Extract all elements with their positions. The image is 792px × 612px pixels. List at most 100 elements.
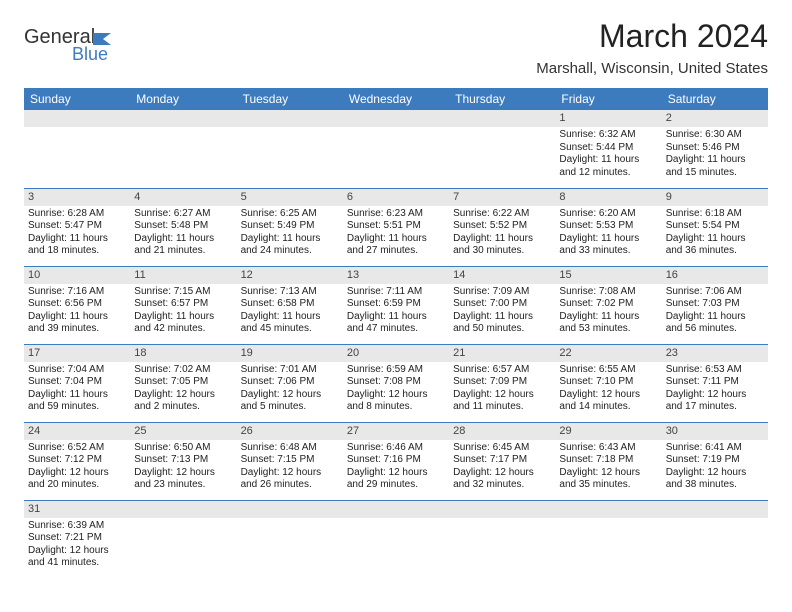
day-content: Sunrise: 6:52 AMSunset: 7:12 PMDaylight:…: [24, 440, 130, 496]
sunrise-text: Sunrise: 6:25 AM: [241, 208, 339, 221]
calendar-day-cell: 21Sunrise: 6:57 AMSunset: 7:09 PMDayligh…: [449, 344, 555, 422]
daylight-text: Daylight: 12 hours and 20 minutes.: [28, 467, 126, 492]
calendar-day-cell: [449, 500, 555, 578]
sunset-text: Sunset: 5:51 PM: [347, 220, 445, 233]
daylight-text: Daylight: 12 hours and 2 minutes.: [134, 389, 232, 414]
sunset-text: Sunset: 7:03 PM: [666, 298, 764, 311]
sunset-text: Sunset: 7:15 PM: [241, 454, 339, 467]
brand-logo: General Blue: [24, 26, 115, 74]
sunrise-text: Sunrise: 6:18 AM: [666, 208, 764, 221]
calendar-day-cell: 11Sunrise: 7:15 AMSunset: 6:57 PMDayligh…: [130, 266, 236, 344]
sunset-text: Sunset: 5:47 PM: [28, 220, 126, 233]
calendar-day-cell: [24, 110, 130, 188]
sunset-text: Sunset: 7:08 PM: [347, 376, 445, 389]
day-number: 13: [343, 267, 449, 284]
sunset-text: Sunset: 7:10 PM: [559, 376, 657, 389]
day-number: 18: [130, 345, 236, 362]
calendar-table: SundayMondayTuesdayWednesdayThursdayFrid…: [24, 88, 768, 578]
day-number: [449, 110, 555, 127]
sunset-text: Sunset: 7:11 PM: [666, 376, 764, 389]
day-content: Sunrise: 6:48 AMSunset: 7:15 PMDaylight:…: [237, 440, 343, 496]
sunrise-text: Sunrise: 6:57 AM: [453, 364, 551, 377]
weekday-header: Monday: [130, 88, 236, 110]
day-number: 31: [24, 501, 130, 518]
calendar-day-cell: 2Sunrise: 6:30 AMSunset: 5:46 PMDaylight…: [662, 110, 768, 188]
calendar-day-cell: 13 Sunrise: 7:11 AMSunset: 6:59 PMDayligh…: [343, 266, 449, 344]
sunset-text: Sunset: 7:17 PM: [453, 454, 551, 467]
calendar-day-cell: 28Sunrise: 6:45 AMSunset: 7:17 PMDayligh…: [449, 422, 555, 500]
calendar-week-row: 24Sunrise: 6:52 AMSunset: 7:12 PMDayligh…: [24, 422, 768, 500]
daylight-text: Daylight: 11 hours and 33 minutes.: [559, 233, 657, 258]
header: General Blue March 2024 Marshall, Wiscon…: [24, 18, 768, 82]
day-number: 17: [24, 345, 130, 362]
sunset-text: Sunset: 5:54 PM: [666, 220, 764, 233]
day-content: Sunrise: 6:25 AMSunset: 5:49 PMDaylight:…: [237, 206, 343, 262]
calendar-day-cell: 12Sunrise: 7:13 AMSunset: 6:58 PMDayligh…: [237, 266, 343, 344]
day-number: 14: [449, 267, 555, 284]
sunset-text: Sunset: 7:13 PM: [134, 454, 232, 467]
sunset-text: Sunset: 6:56 PM: [28, 298, 126, 311]
sunset-text: Sunset: 7:00 PM: [453, 298, 551, 311]
sunset-text: Sunset: 6:59 PM: [347, 298, 445, 311]
day-content: Sunrise: 6:55 AMSunset: 7:10 PMDaylight:…: [555, 362, 661, 418]
calendar-day-cell: 6Sunrise: 6:23 AMSunset: 5:51 PMDaylight…: [343, 188, 449, 266]
day-number: 5: [237, 189, 343, 206]
sunrise-text: Sunrise: 6:32 AM: [559, 129, 657, 142]
sunrise-text: Sunrise: 7:09 AM: [453, 286, 551, 299]
sunset-text: Sunset: 7:06 PM: [241, 376, 339, 389]
sunrise-text: Sunrise: 6:53 AM: [666, 364, 764, 377]
calendar-day-cell: 31Sunrise: 6:39 AMSunset: 7:21 PMDayligh…: [24, 500, 130, 578]
day-content: Sunrise: 7:06 AMSunset: 7:03 PMDaylight:…: [662, 284, 768, 340]
day-content: Sunrise: 6:20 AMSunset: 5:53 PMDaylight:…: [555, 206, 661, 262]
day-content: Sunrise: 7:01 AMSunset: 7:06 PMDaylight:…: [237, 362, 343, 418]
calendar-header-row: SundayMondayTuesdayWednesdayThursdayFrid…: [24, 88, 768, 110]
day-content: Sunrise: 7:16 AMSunset: 6:56 PMDaylight:…: [24, 284, 130, 340]
daylight-text: Daylight: 11 hours and 56 minutes.: [666, 311, 764, 336]
day-number: 2: [662, 110, 768, 127]
daylight-text: Daylight: 11 hours and 12 minutes.: [559, 154, 657, 179]
sunrise-text: Sunrise: 6:27 AM: [134, 208, 232, 221]
sunrise-text: Sunrise: 6:45 AM: [453, 442, 551, 455]
calendar-week-row: 3Sunrise: 6:28 AMSunset: 5:47 PMDaylight…: [24, 188, 768, 266]
day-content: Sunrise: 6:53 AMSunset: 7:11 PMDaylight:…: [662, 362, 768, 418]
sunset-text: Sunset: 7:21 PM: [28, 532, 126, 545]
weekday-header: Wednesday: [343, 88, 449, 110]
brand-part2: Blue: [72, 44, 108, 64]
weekday-header: Tuesday: [237, 88, 343, 110]
calendar-day-cell: 7Sunrise: 6:22 AMSunset: 5:52 PMDaylight…: [449, 188, 555, 266]
sunrise-text: Sunrise: 6:39 AM: [28, 520, 126, 533]
day-number: 19: [237, 345, 343, 362]
sunset-text: Sunset: 7:04 PM: [28, 376, 126, 389]
calendar-day-cell: 23Sunrise: 6:53 AMSunset: 7:11 PMDayligh…: [662, 344, 768, 422]
sunrise-text: Sunrise: 6:59 AM: [347, 364, 445, 377]
day-number: 7: [449, 189, 555, 206]
day-content: Sunrise: 6:57 AMSunset: 7:09 PMDaylight:…: [449, 362, 555, 418]
day-number: 9: [662, 189, 768, 206]
day-number: [130, 501, 236, 518]
sunset-text: Sunset: 5:46 PM: [666, 142, 764, 155]
sunrise-text: Sunrise: 6:20 AM: [559, 208, 657, 221]
sunrise-text: Sunrise: 6:46 AM: [347, 442, 445, 455]
daylight-text: Daylight: 12 hours and 11 minutes.: [453, 389, 551, 414]
calendar-day-cell: [449, 110, 555, 188]
calendar-day-cell: [662, 500, 768, 578]
daylight-text: Daylight: 11 hours and 47 minutes.: [347, 311, 445, 336]
location-label: Marshall, Wisconsin, United States: [536, 60, 768, 77]
sunset-text: Sunset: 6:57 PM: [134, 298, 232, 311]
calendar-day-cell: 24Sunrise: 6:52 AMSunset: 7:12 PMDayligh…: [24, 422, 130, 500]
day-number: 25: [130, 423, 236, 440]
sunset-text: Sunset: 7:18 PM: [559, 454, 657, 467]
calendar-day-cell: 5Sunrise: 6:25 AMSunset: 5:49 PMDaylight…: [237, 188, 343, 266]
day-content: Sunrise: 7:08 AMSunset: 7:02 PMDaylight:…: [555, 284, 661, 340]
sunrise-text: Sunrise: 6:41 AM: [666, 442, 764, 455]
sunrise-text: Sunrise: 7:15 AM: [134, 286, 232, 299]
day-number: [449, 501, 555, 518]
calendar-day-cell: 26Sunrise: 6:48 AMSunset: 7:15 PMDayligh…: [237, 422, 343, 500]
daylight-text: Daylight: 11 hours and 36 minutes.: [666, 233, 764, 258]
daylight-text: Daylight: 12 hours and 17 minutes.: [666, 389, 764, 414]
sunset-text: Sunset: 5:44 PM: [559, 142, 657, 155]
daylight-text: Daylight: 12 hours and 5 minutes.: [241, 389, 339, 414]
daylight-text: Daylight: 11 hours and 30 minutes.: [453, 233, 551, 258]
sunrise-text: Sunrise: 7:11 AM: [347, 286, 445, 299]
day-number: [24, 110, 130, 127]
